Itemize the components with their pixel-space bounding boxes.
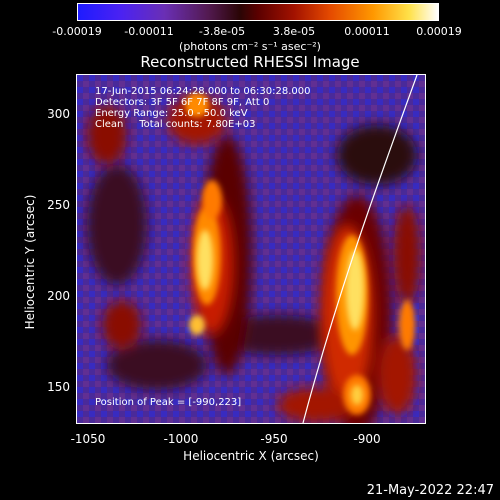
- colorbar-tick: 0.00011: [344, 25, 390, 38]
- timestamp: 21-May-2022 22:47: [366, 483, 494, 498]
- x-tick: -900: [353, 432, 381, 446]
- x-tick: -950: [260, 432, 288, 446]
- info-energy: Energy Range: 25.0 - 50.0 keV: [95, 108, 248, 119]
- y-tick: 150: [47, 380, 70, 394]
- colorbar-tick: -0.00011: [124, 25, 174, 38]
- colorbar-units: (photons cm⁻² s⁻¹ asec⁻²): [179, 40, 321, 53]
- peak-position: Position of Peak = [-990,223]: [95, 397, 242, 408]
- x-axis-label: Heliocentric X (arcsec): [183, 449, 319, 463]
- info-method: Clean Total counts: 7.80E+03: [95, 119, 256, 130]
- y-axis-label: Heliocentric Y (arcsec): [23, 194, 37, 330]
- info-detectors: Detectors: 3F 5F 6F 7F 8F 9F, Att 0: [95, 97, 270, 108]
- y-tick: 250: [47, 198, 70, 212]
- x-tick: -1000: [163, 432, 199, 446]
- y-tick: 300: [47, 107, 70, 121]
- y-tick: 200: [47, 289, 70, 303]
- colorbar-tick: 0.00019: [416, 25, 462, 38]
- solar-limb-line: [302, 75, 418, 423]
- x-tick: -1050: [70, 432, 106, 446]
- colorbar-tick: -0.00019: [52, 25, 102, 38]
- colorbar-tick: 3.8e-05: [272, 25, 316, 38]
- info-time: 17-Jun-2015 06:24:28.000 to 06:30:28.000: [95, 86, 311, 97]
- rhessi-image: [77, 75, 425, 423]
- colorbar-tick: -3.8e-05: [198, 25, 246, 38]
- image-title: Reconstructed RHESSI Image: [140, 53, 360, 71]
- image-plot-area: [76, 74, 426, 424]
- colorbar: [77, 3, 439, 21]
